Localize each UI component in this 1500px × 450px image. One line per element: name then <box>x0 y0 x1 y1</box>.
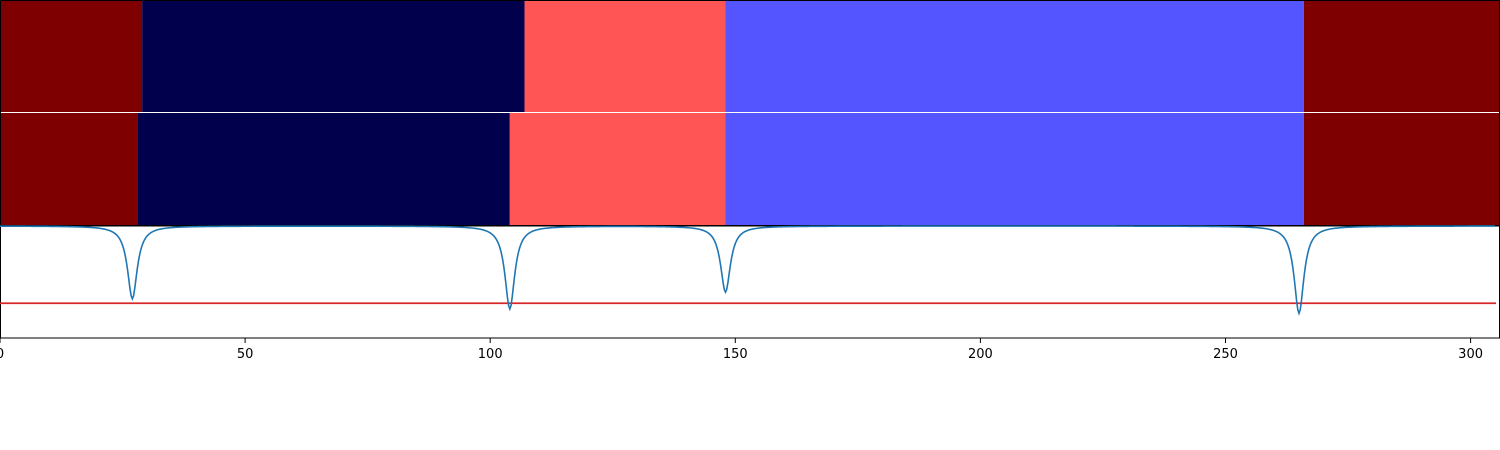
segment-row1-2 <box>142 0 525 113</box>
segment-row2-3 <box>509 112 726 225</box>
segmentation-rows <box>0 0 1500 225</box>
x-axis: 0 50 100 150 200 250 300 <box>0 338 1483 362</box>
segment-row1-5 <box>1303 0 1500 113</box>
signal-panel-frame <box>0 225 1500 339</box>
x-tick-label-200: 200 <box>968 347 993 362</box>
segment-row1-4 <box>725 0 1304 113</box>
x-tick-label-300: 300 <box>1458 347 1483 362</box>
segment-row2-4 <box>725 112 1304 225</box>
x-tick-label-150: 150 <box>723 347 748 362</box>
x-tick-label-250: 250 <box>1213 347 1238 362</box>
x-tick-label-0: 0 <box>0 347 4 362</box>
segment-row2-2 <box>137 112 510 225</box>
x-tick-label-100: 100 <box>478 347 503 362</box>
signal-panel <box>0 225 1500 339</box>
x-tick-label-50: 50 <box>237 347 254 362</box>
segment-row1-3 <box>524 0 726 113</box>
segment-row1-1 <box>0 0 143 113</box>
segment-row2-1 <box>0 112 138 225</box>
segmentation-row-2 <box>0 112 1500 225</box>
segmentation-row-1 <box>0 0 1500 113</box>
segment-row2-5 <box>1303 112 1500 225</box>
signal-line <box>0 225 1496 316</box>
